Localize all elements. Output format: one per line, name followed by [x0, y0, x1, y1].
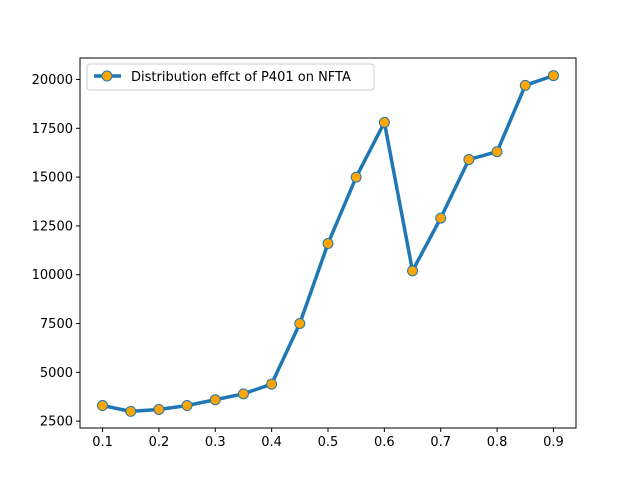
- data-point: [463, 154, 475, 166]
- x-tick-label: 0.7: [430, 435, 451, 450]
- x-tick-label: 0.2: [149, 435, 170, 450]
- data-point: [125, 405, 137, 417]
- data-point: [237, 388, 249, 400]
- data-point: [491, 146, 503, 158]
- data-point: [153, 403, 165, 415]
- x-tick-label: 0.4: [261, 435, 282, 450]
- data-point: [97, 400, 109, 412]
- data-point: [378, 116, 390, 128]
- data-point: [266, 378, 278, 390]
- x-tick-label: 0.1: [92, 435, 113, 450]
- data-point: [209, 394, 221, 406]
- data-point: [519, 79, 531, 91]
- x-tick-label: 0.8: [487, 435, 508, 450]
- data-point: [181, 400, 193, 412]
- y-tick-label: 20000: [32, 73, 73, 88]
- data-point: [322, 237, 334, 249]
- x-tick-label: 0.6: [374, 435, 395, 450]
- data-point: [547, 70, 559, 82]
- y-tick-label: 10000: [32, 268, 73, 283]
- axis-ticks: 0.1 0.2 0.3 0.4 0.5 0.6 0.7 0.8 0.9 2500 5000 7500 1…: [32, 73, 564, 450]
- y-tick-label: 15000: [32, 171, 73, 186]
- y-tick-label: 7500: [40, 317, 73, 332]
- data-point: [435, 212, 447, 224]
- y-tick-label: 12500: [32, 219, 73, 234]
- series-layer: [97, 70, 559, 417]
- x-tick-label: 0.5: [318, 435, 339, 450]
- y-tick-label: 5000: [40, 366, 73, 381]
- x-tick-label: 0.9: [543, 435, 564, 450]
- legend: Distribution effct of P401 on NFTA: [86, 63, 375, 91]
- data-point: [350, 171, 362, 183]
- y-tick-label: 17500: [32, 122, 73, 137]
- legend-box: [86, 63, 375, 91]
- data-point: [407, 265, 419, 277]
- plot-frame: [79, 57, 577, 429]
- legend-marker-swatch: [101, 70, 113, 82]
- legend-label: Distribution effct of P401 on NFTA: [131, 70, 351, 85]
- y-tick-label: 2500: [40, 415, 73, 430]
- data-point: [294, 318, 306, 330]
- x-tick-label: 0.3: [205, 435, 226, 450]
